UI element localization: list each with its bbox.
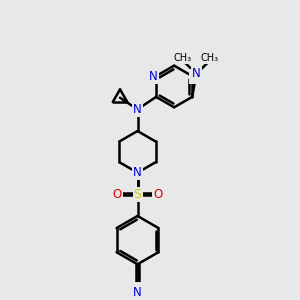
Text: CH₃: CH₃ [174,53,192,63]
Text: N: N [192,68,201,80]
Text: O: O [112,188,122,201]
Text: N: N [190,70,199,83]
Text: CH₃: CH₃ [201,53,219,63]
Text: N: N [133,166,142,179]
Text: N: N [133,166,142,179]
Text: N: N [133,103,142,116]
Text: N: N [133,286,142,299]
Text: N: N [149,70,158,83]
Text: S: S [134,188,142,201]
Text: O: O [153,188,163,201]
